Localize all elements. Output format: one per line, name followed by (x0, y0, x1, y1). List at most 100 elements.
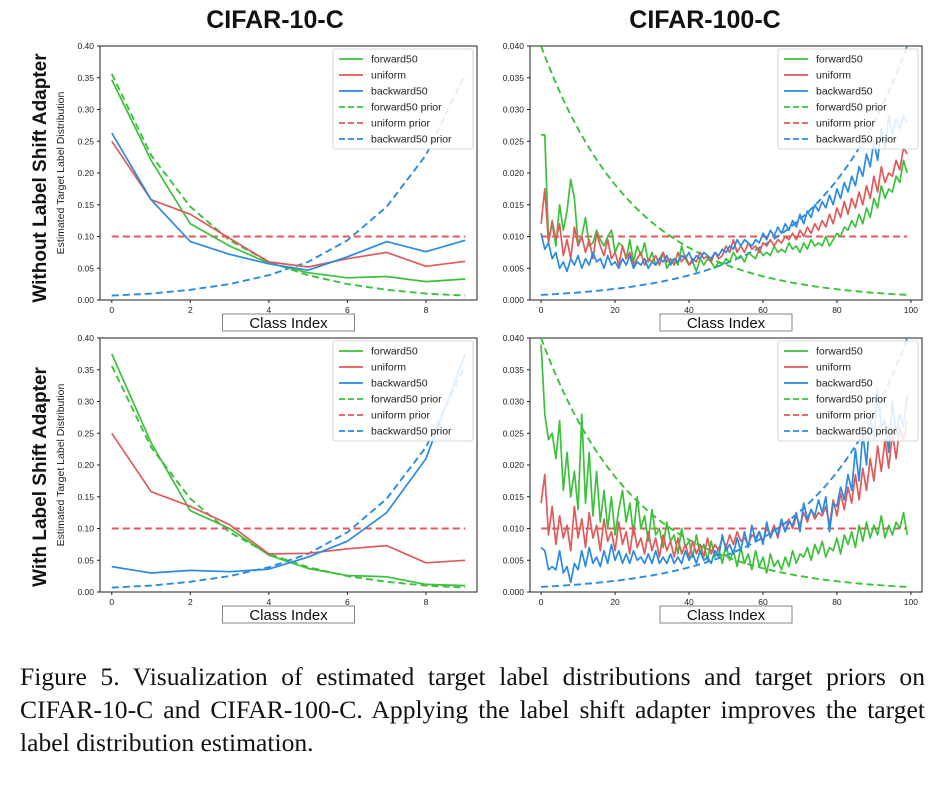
legend-label: forward50 prior (371, 394, 442, 406)
y-tick-label: 0.040 (503, 41, 525, 51)
y-axis-label: Estimated Target Label Distribution (55, 92, 67, 255)
legend-label: backward50 prior (816, 134, 897, 146)
y-tick-label: 0.025 (503, 136, 525, 146)
series-line-forward50 (540, 344, 909, 574)
x-tick-label: 6 (345, 597, 350, 607)
x-tick-label: 8 (424, 305, 429, 315)
legend-label: backward50 (816, 86, 873, 98)
y-tick-label: 0.000 (503, 587, 525, 597)
series-line-backward50 (540, 387, 909, 584)
y-tick-label: 0.20 (77, 460, 94, 470)
legend: forward50 uniform backward50 forward50 prio… (777, 48, 919, 150)
legend-label: uniform (816, 70, 851, 82)
y-tick-label: 0.020 (503, 168, 525, 178)
y-tick-label: 0.05 (77, 263, 94, 273)
legend-box (777, 48, 919, 150)
series-line-forward50 (541, 134, 909, 273)
series-group (110, 353, 467, 589)
y-tick-label: 0.15 (77, 200, 94, 210)
legend: forward50 uniform backward50 forward50 prio… (332, 48, 474, 150)
y-tick-label: 0.40 (77, 41, 94, 51)
y-tick-label: 0.00 (77, 587, 94, 597)
x-label-box (222, 313, 355, 332)
y-tick-label: 0.25 (77, 428, 94, 438)
chart-panel-2: 0.000 0.005 0.010 0.015 0.020 0.025 0.030 0.035… (503, 41, 923, 332)
x-tick-label: 60 (758, 305, 768, 315)
y-tick-label: 0.015 (503, 200, 525, 210)
y-tick-label: 0.020 (503, 460, 525, 470)
legend-label: backward50 (816, 378, 873, 390)
x-label-box (222, 605, 355, 624)
chart-panel-3: 0.00 0.05 0.10 0.15 0.20 0.25 0.30 0.35 0.40 0 2 4 6… (55, 333, 478, 624)
legend-label: backward50 prior (371, 134, 452, 146)
y-tick-label: 0.010 (503, 524, 525, 534)
series-group (110, 73, 467, 297)
y-tick-label: 0.05 (77, 555, 94, 565)
x-tick-label: 2 (188, 305, 193, 315)
x-tick-label: 0 (539, 597, 544, 607)
legend-label: backward50 (371, 86, 428, 98)
x-label-box (659, 313, 793, 332)
series-line-forward50-prior (110, 73, 466, 297)
legend-label: uniform prior (816, 410, 875, 422)
y-tick-label: 0.25 (77, 136, 94, 146)
series-line-forward50-prior (540, 338, 908, 588)
x-tick-label: 2 (188, 597, 193, 607)
x-axis-label: Class Index (249, 315, 328, 332)
series-group (540, 46, 909, 296)
y-tick-label: 0.000 (503, 295, 525, 305)
y-tick-label: 0.30 (77, 105, 94, 115)
legend-label: forward50 (371, 54, 418, 66)
x-axis-label: Class Index (249, 607, 328, 624)
x-tick-label: 6 (345, 305, 350, 315)
series-line-uniform (540, 146, 908, 266)
y-tick-label: 0.40 (77, 333, 94, 343)
series-line-forward50 (111, 353, 466, 587)
legend-label: forward50 (371, 346, 418, 358)
legend-label: forward50 prior (371, 102, 442, 114)
legend-box (777, 340, 919, 442)
x-tick-label: 40 (684, 305, 694, 315)
y-tick-label: 0.00 (77, 295, 94, 305)
x-tick-label: 40 (684, 597, 694, 607)
legend: forward50 uniform backward50 forward50 prio… (332, 340, 474, 442)
series-group (540, 338, 909, 588)
legend-label: uniform prior (816, 118, 875, 130)
column-title-cifar10: CIFAR-10-C (206, 6, 344, 34)
legend-label: forward50 (816, 54, 863, 66)
series-line-backward50-prior (111, 365, 467, 589)
series-line-backward50 (111, 353, 466, 574)
x-tick-label: 80 (832, 305, 842, 315)
y-tick-label: 0.35 (77, 73, 94, 83)
x-axis-label: Class Index (687, 315, 766, 332)
x-tick-label: 4 (266, 305, 271, 315)
x-tick-label: 0 (539, 305, 544, 315)
x-tick-label: 20 (610, 597, 620, 607)
legend-box (332, 48, 474, 150)
y-tick-label: 0.025 (503, 428, 525, 438)
y-tick-label: 0.040 (503, 333, 525, 343)
series-line-uniform (111, 140, 466, 268)
legend: forward50 uniform backward50 forward50 prio… (777, 340, 919, 442)
chart-panel-1: 0.00 0.05 0.10 0.15 0.20 0.25 0.30 0.35 0.40 0 2 4 6… (55, 41, 478, 332)
legend-label: uniform prior (371, 410, 430, 422)
legend-label: forward50 (816, 346, 863, 358)
legend-box (332, 340, 474, 442)
x-tick-label: 100 (904, 597, 918, 607)
y-tick-label: 0.005 (503, 555, 525, 565)
y-tick-label: 0.30 (77, 397, 94, 407)
legend-label: backward50 prior (816, 426, 897, 438)
charts-svg: 0.00 0.05 0.10 0.15 0.20 0.25 0.30 0.35 0.40 0 2 4 6… (55, 41, 923, 624)
series-line-backward50-prior (541, 338, 909, 588)
series-line-uniform (111, 432, 466, 564)
series-line-forward50 (111, 79, 466, 283)
x-tick-label: 8 (424, 597, 429, 607)
x-tick-label: 0 (109, 305, 114, 315)
x-label-box (659, 605, 793, 624)
legend-label: uniform prior (371, 118, 430, 130)
column-title-cifar100: CIFAR-100-C (629, 6, 781, 34)
chart-panel-4: 0.000 0.005 0.010 0.015 0.020 0.025 0.030 0.035… (503, 333, 923, 624)
series-line-backward50 (111, 132, 466, 272)
x-tick-label: 80 (832, 597, 842, 607)
